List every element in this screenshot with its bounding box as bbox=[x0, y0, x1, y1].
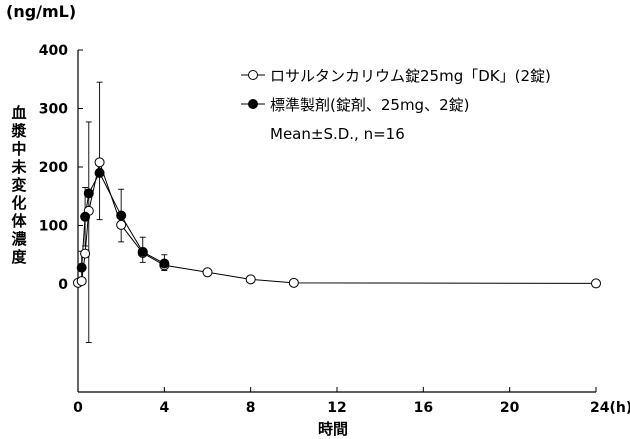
reference-point bbox=[83, 188, 94, 199]
y-tick-label: 200 bbox=[39, 160, 68, 176]
test-point bbox=[116, 219, 127, 230]
legend-note: Mean±S.D., n=16 bbox=[270, 125, 405, 143]
test-point bbox=[80, 248, 91, 259]
unit-label: (ng/mL) bbox=[6, 2, 77, 21]
reference-point bbox=[80, 211, 91, 222]
x-tick-label: 12 bbox=[327, 400, 346, 416]
y-tick-label: 300 bbox=[39, 102, 68, 118]
series-lines bbox=[77, 160, 597, 284]
legend-label: 標準製剤(錠剤、25mg、2錠) bbox=[270, 96, 469, 114]
legend-marker bbox=[248, 70, 258, 80]
test-point bbox=[288, 277, 299, 288]
y-tick-label: 400 bbox=[39, 43, 68, 59]
reference-point bbox=[137, 246, 148, 257]
test-point bbox=[94, 157, 105, 168]
legend: ロサルタンカリウム錠25mg「DK」(2錠) 標準製剤(錠剤、25mg、2錠) Me… bbox=[241, 67, 551, 143]
legend-marker bbox=[248, 99, 258, 109]
x-tick-label: 20 bbox=[500, 400, 520, 416]
reference-point bbox=[116, 210, 127, 221]
test-point bbox=[591, 278, 601, 289]
y-tick-label: 100 bbox=[39, 219, 68, 235]
axes: 0 100 200 300 400 0 4 8 12 16 20 24(h) bbox=[39, 43, 630, 416]
legend-label: ロサルタンカリウム錠25mg「DK」(2錠) bbox=[270, 67, 551, 85]
y-axis-label: 血漿中未変化体濃度 bbox=[11, 104, 27, 266]
y-tick-label: 0 bbox=[58, 277, 68, 293]
x-axis-label: 時間 bbox=[318, 420, 349, 438]
x-tick-label: 4 bbox=[159, 400, 169, 416]
x-tick-label: 24(h) bbox=[590, 400, 630, 416]
reference-point bbox=[159, 258, 170, 269]
test-point bbox=[202, 267, 213, 278]
reference-point bbox=[76, 262, 87, 273]
x-tick-label: 16 bbox=[414, 400, 433, 416]
x-tick-label: 0 bbox=[73, 400, 83, 416]
x-tick-label: 8 bbox=[246, 400, 256, 416]
series-line bbox=[77, 160, 597, 284]
test-point bbox=[76, 276, 87, 287]
reference-point bbox=[94, 167, 105, 178]
series-markers bbox=[73, 157, 601, 289]
test-point bbox=[245, 274, 256, 285]
